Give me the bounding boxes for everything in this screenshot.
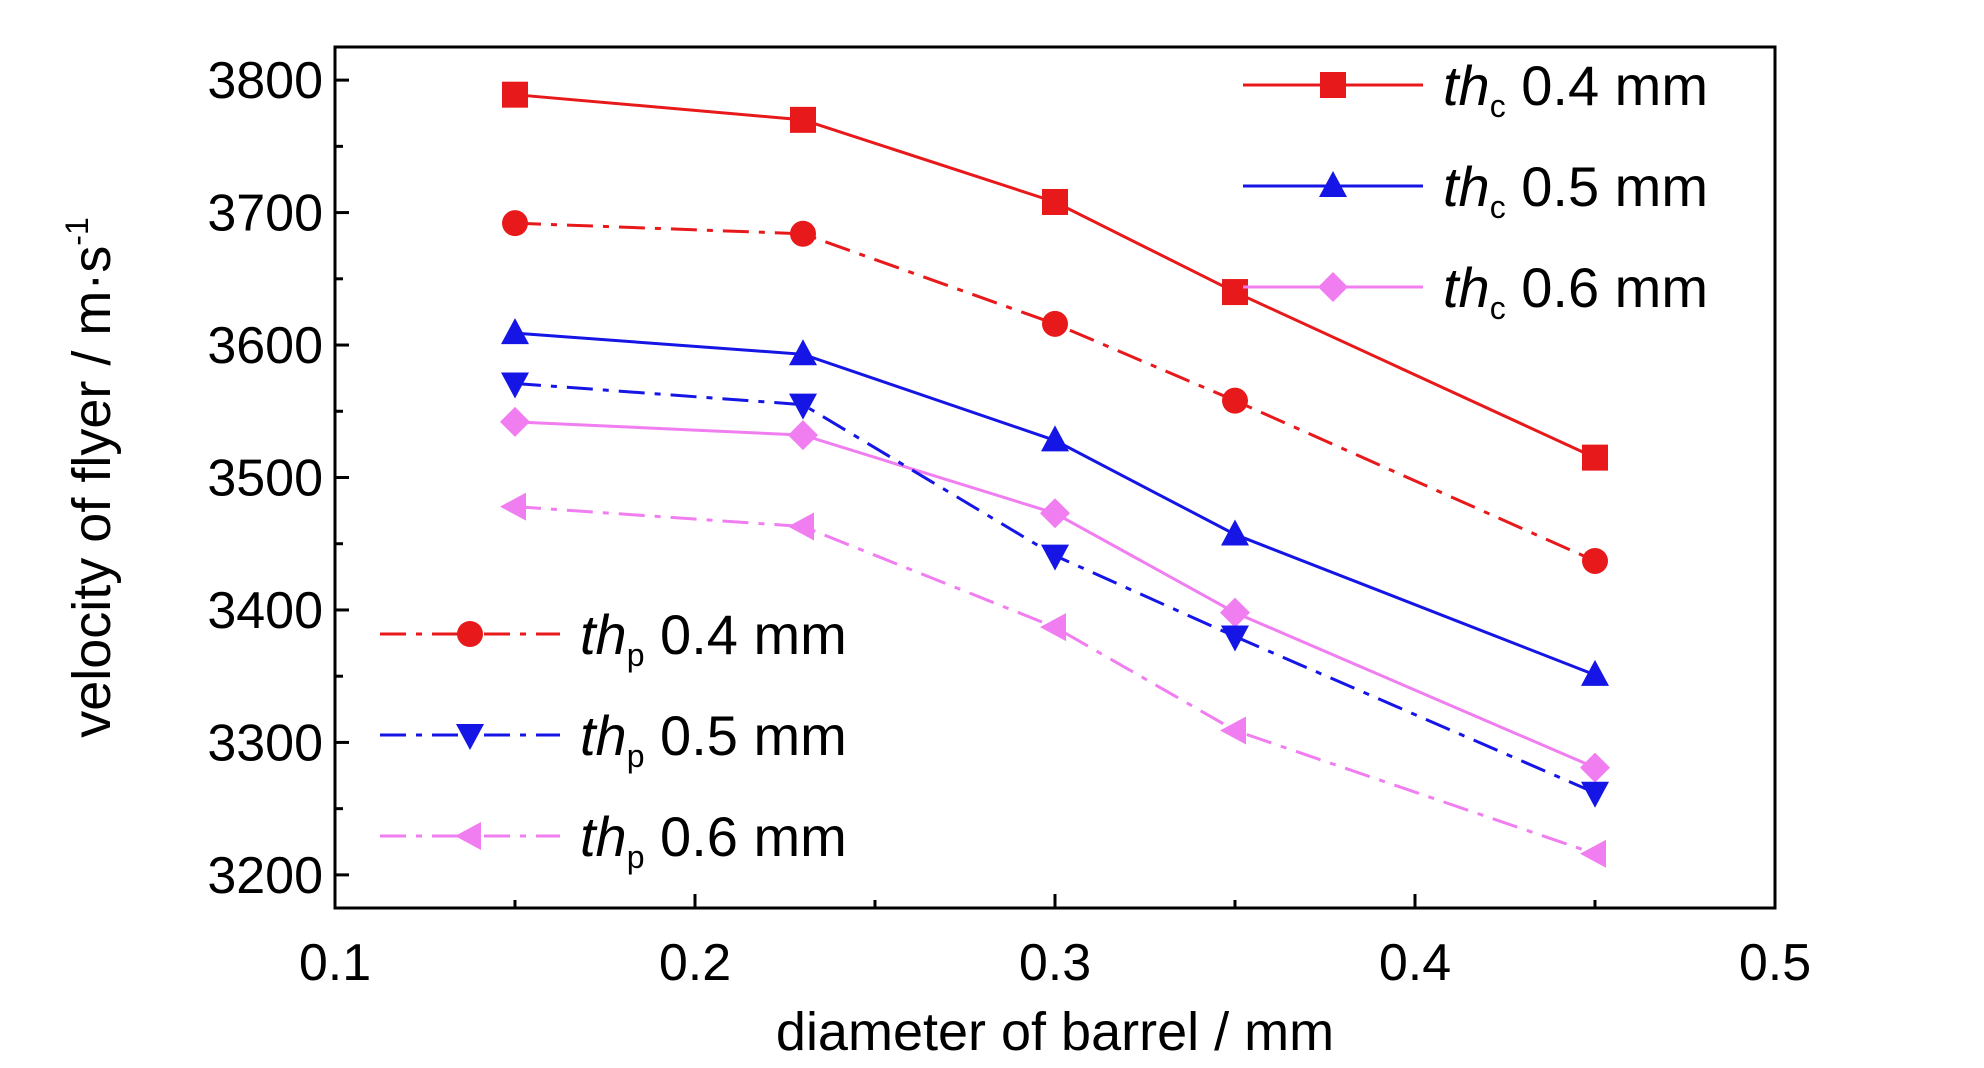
series-line-thp_04 — [514, 221, 1596, 563]
legend-label-rest: 0.6 mm — [645, 805, 847, 868]
legend-label-rest: 0.4 mm — [645, 603, 847, 666]
data-point-thp_05 — [1221, 625, 1249, 652]
y-axis-label-superscript: -1 — [59, 217, 95, 245]
data-point-thc_06 — [1220, 597, 1250, 628]
data-point-thp_06 — [1580, 839, 1606, 868]
legend-label-sub: c — [1490, 88, 1506, 124]
legend-marker-thc_04 — [1320, 72, 1346, 98]
legend-marker-thc_05 — [1319, 171, 1347, 197]
data-point-thp_04 — [502, 210, 528, 237]
x-axis-label: diameter of barrel / mm — [776, 1002, 1334, 1062]
series-line-thc_04 — [514, 93, 1596, 459]
legend-marker-thp_04 — [457, 621, 483, 647]
x-tick-label: 0.1 — [299, 934, 371, 992]
series-thc_06 — [500, 406, 1610, 783]
data-point-thp_04 — [1042, 310, 1068, 337]
data-point-thc_05 — [1221, 519, 1249, 546]
legend-marker-thp_05 — [456, 724, 484, 750]
y-tick-label: 3700 — [207, 185, 323, 243]
legend-item-thc_04: thc 0.4 mm — [1243, 54, 1708, 124]
data-point-thc_06 — [1040, 498, 1070, 529]
data-point-thc_04 — [502, 81, 528, 108]
data-point-thc_04 — [790, 106, 816, 133]
data-point-thp_06 — [788, 512, 814, 541]
ticks-layer: 0.1 0.2 0.3 0.4 0.5 3200 3300 3400 3500 3600 3700 3… — [207, 52, 1811, 992]
marks-layer — [500, 81, 1610, 868]
series-thp_04 — [502, 210, 1608, 574]
y-tick-label: 3300 — [207, 714, 323, 772]
data-point-thc_04 — [1582, 444, 1608, 471]
data-point-thc_05 — [501, 318, 529, 345]
legend-item-thp_04: thp 0.4 mm — [380, 603, 847, 673]
legend-label-main: th — [1443, 155, 1490, 218]
legend-label-thp_05: thp 0.5 mm — [580, 704, 847, 774]
y-axis-label-main: velocity of flyer / m·s — [62, 246, 122, 738]
data-point-thp_06 — [1040, 613, 1066, 642]
legend-label-main: th — [1443, 54, 1490, 117]
data-point-thp_05 — [1581, 781, 1609, 808]
data-point-thc_04 — [1042, 188, 1068, 215]
legend-label-thc_04: thc 0.4 mm — [1443, 54, 1708, 124]
data-point-thc_05 — [789, 339, 817, 366]
legend-label-rest: 0.5 mm — [645, 704, 847, 767]
x-tick-label: 0.4 — [1379, 934, 1451, 992]
data-point-thp_04 — [790, 220, 816, 247]
data-point-thc_06 — [500, 406, 530, 437]
data-point-thc_06 — [1580, 752, 1610, 783]
series-thp_06 — [500, 492, 1606, 868]
data-point-thc_06 — [788, 420, 818, 451]
y-tick-label: 3800 — [207, 52, 323, 110]
series-thc_04 — [502, 81, 1608, 471]
legend-label-thp_04: thp 0.4 mm — [580, 603, 847, 673]
legend-label-rest: 0.5 mm — [1506, 155, 1708, 218]
legend-label-sub: p — [627, 637, 645, 673]
legend-label-main: th — [580, 704, 627, 767]
x-tick-label: 0.3 — [1019, 934, 1091, 992]
y-tick-label: 3500 — [207, 450, 323, 508]
y-axis-label: velocity of flyer / m·s-1 — [59, 217, 122, 738]
data-point-thp_05 — [501, 372, 529, 399]
legend-label-main: th — [580, 603, 627, 666]
legend-label-sub: c — [1490, 189, 1506, 225]
data-point-thp_04 — [1582, 547, 1608, 574]
data-point-thc_05 — [1041, 425, 1069, 452]
x-tick-label: 0.5 — [1739, 934, 1811, 992]
legend-item-thc_05: thc 0.5 mm — [1243, 155, 1708, 225]
legend-label-rest: 0.4 mm — [1506, 54, 1708, 117]
data-point-thp_04 — [1222, 387, 1248, 414]
legend-label-thc_06: thc 0.6 mm — [1443, 256, 1708, 326]
y-tick-label: 3200 — [207, 847, 323, 905]
legend-label-main: th — [580, 805, 627, 868]
data-point-thp_05 — [789, 393, 817, 420]
legend-item-thc_06: thc 0.6 mm — [1243, 256, 1708, 326]
legend-marker-thc_06 — [1318, 272, 1348, 302]
legend-label-sub: c — [1490, 290, 1506, 326]
x-tick-label: 0.2 — [659, 934, 731, 992]
legend-item-thp_06: thp 0.6 mm — [380, 805, 847, 875]
legend-item-thp_05: thp 0.5 mm — [380, 704, 847, 774]
legend-label-thp_06: thp 0.6 mm — [580, 805, 847, 875]
data-point-thc_05 — [1581, 659, 1609, 686]
data-point-thc_04 — [1222, 279, 1248, 306]
legend-label-thc_05: thc 0.5 mm — [1443, 155, 1708, 225]
data-point-thp_05 — [1041, 544, 1069, 571]
data-point-thp_06 — [1220, 716, 1246, 745]
legend-label-sub: p — [627, 738, 645, 774]
legend-marker-thp_06 — [455, 822, 481, 850]
y-tick-label: 3600 — [207, 317, 323, 375]
series-thp_05 — [501, 372, 1609, 808]
data-point-thp_06 — [500, 492, 526, 521]
legend-label-sub: p — [627, 839, 645, 875]
legend-label-rest: 0.6 mm — [1506, 256, 1708, 319]
legend-label-main: th — [1443, 256, 1490, 319]
y-tick-label: 3400 — [207, 582, 323, 640]
series-thc_05 — [501, 318, 1609, 686]
